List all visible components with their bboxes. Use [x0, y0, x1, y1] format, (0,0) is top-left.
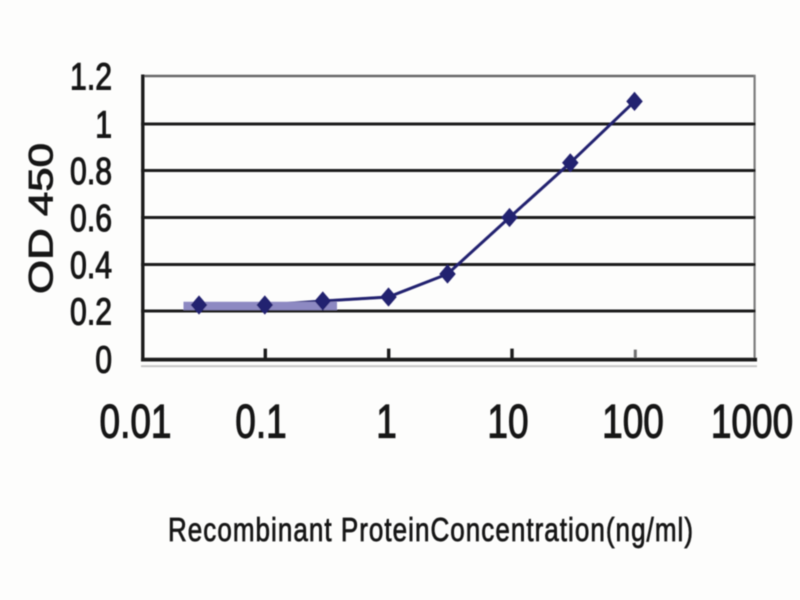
svg-text:0: 0 [95, 339, 112, 381]
svg-text:1000: 1000 [711, 395, 793, 447]
svg-text:1.2: 1.2 [70, 56, 112, 98]
svg-text:100: 100 [602, 395, 664, 447]
svg-text:0.1: 0.1 [235, 395, 286, 447]
svg-text:OD 450: OD 450 [22, 143, 60, 294]
svg-text:0.4: 0.4 [70, 245, 112, 287]
svg-text:0.01: 0.01 [99, 395, 171, 447]
svg-text:10: 10 [487, 395, 528, 447]
svg-text:1: 1 [376, 395, 397, 447]
svg-text:1: 1 [95, 104, 112, 146]
svg-text:Recombinant ProteinConcentrati: Recombinant ProteinConcentration(ng/ml) [168, 512, 693, 549]
svg-text:0.8: 0.8 [70, 151, 112, 193]
svg-text:0.6: 0.6 [70, 198, 112, 240]
svg-text:0.2: 0.2 [70, 291, 112, 333]
